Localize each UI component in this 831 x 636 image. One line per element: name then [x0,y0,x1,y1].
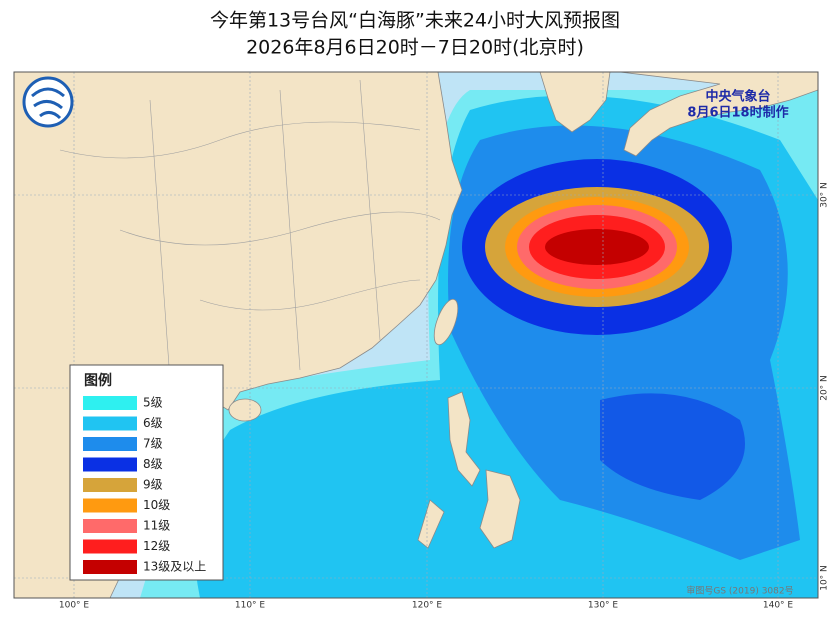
province-borders [59,79,441,381]
legend-label: 8级 [143,457,163,471]
legend-swatch [83,539,137,554]
legend-label: 11级 [143,519,170,533]
legend-label: 10级 [143,498,170,512]
longitude-label: 120° E [412,601,443,611]
footer: 审图号GS (2019) 3082号 [686,585,793,597]
title: 今年第13号台风“白海豚”未来24小时大风预报图 [210,10,620,32]
wind-field [140,90,818,598]
legend-swatch [83,437,137,451]
latitude-label: 20° N [820,375,830,401]
land-korea-japan [539,72,818,157]
latitude-label: 30° N [820,182,830,208]
issuer: 中央气象台 [705,89,770,105]
legend-label: 5级 [143,396,163,410]
wind-level-13 [545,229,649,265]
map-border [13,71,819,599]
legend-swatch [83,457,137,472]
logo-mark [31,87,65,120]
legend-swatch [83,519,137,533]
land-taiwan [433,298,459,346]
subtitle: 2026年8月6日20时－7日20时(北京时) [246,37,584,59]
wind-level-8-south [600,393,745,500]
issue-time: 8月6日18时制作 [687,105,788,121]
legend-label: 7级 [143,437,163,451]
latitude-label: 10° N [820,565,830,591]
legend-swatch [83,478,137,492]
land-hainan [228,398,262,422]
legend-label: 12级 [143,539,170,553]
legend-swatch [83,416,137,431]
legend-swatch [83,560,137,574]
longitude-label: 130° E [588,601,619,611]
legend-label: 6级 [143,416,163,430]
longitude-label: 110° E [235,601,266,611]
legend-swatch [83,396,137,410]
legend-title: 图例 [84,372,112,389]
legend-label: 13级及以上 [143,560,206,574]
legend-label: 9级 [143,478,163,492]
longitude-label: 100° E [59,601,90,611]
longitude-label: 140° E [763,601,794,611]
land-philippines [417,391,521,549]
legend-swatch [83,498,137,513]
